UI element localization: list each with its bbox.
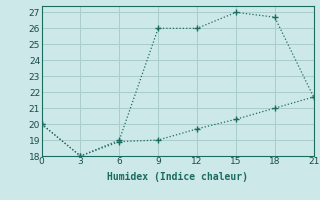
X-axis label: Humidex (Indice chaleur): Humidex (Indice chaleur) <box>107 172 248 182</box>
